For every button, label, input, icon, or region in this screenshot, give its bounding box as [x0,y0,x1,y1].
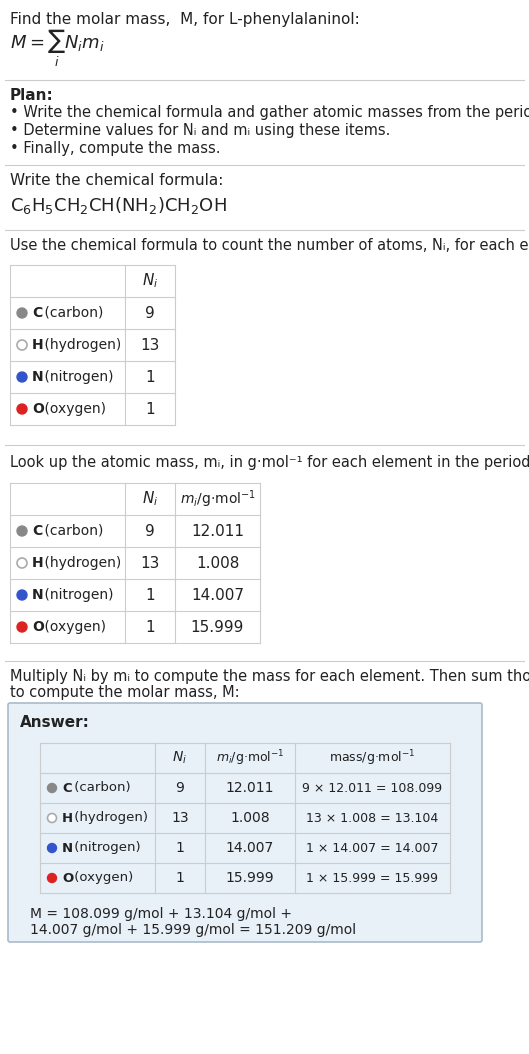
Text: $m_i$/g·mol$^{-1}$: $m_i$/g·mol$^{-1}$ [179,488,256,510]
Text: 1 × 15.999 = 15.999: 1 × 15.999 = 15.999 [306,872,439,884]
Text: Multiply Nᵢ by mᵢ to compute the mass for each element. Then sum those values: Multiply Nᵢ by mᵢ to compute the mass fo… [10,669,529,684]
Text: (carbon): (carbon) [40,306,103,320]
Text: O: O [62,872,73,884]
Text: $M = \sum_i N_i m_i$: $M = \sum_i N_i m_i$ [10,28,104,70]
Text: 13: 13 [171,811,189,825]
Text: Answer:: Answer: [20,715,90,730]
Circle shape [17,590,27,600]
Text: (hydrogen): (hydrogen) [40,338,121,352]
Text: N: N [32,588,43,602]
Text: (hydrogen): (hydrogen) [40,557,121,570]
Text: to compute the molar mass, M:: to compute the molar mass, M: [10,685,240,700]
Circle shape [17,558,27,568]
Text: (hydrogen): (hydrogen) [70,812,148,824]
Text: 14.007: 14.007 [191,587,244,603]
FancyBboxPatch shape [8,703,482,942]
Text: $N_i$: $N_i$ [142,272,158,290]
Circle shape [48,843,57,853]
Text: N: N [62,841,73,855]
Text: Write the chemical formula:: Write the chemical formula: [10,173,223,188]
Text: • Finally, compute the mass.: • Finally, compute the mass. [10,141,221,156]
Circle shape [17,372,27,382]
Text: $\mathregular{C_6H_5CH_2CH(NH_2)CH_2OH}$: $\mathregular{C_6H_5CH_2CH(NH_2)CH_2OH}$ [10,195,227,216]
Text: 13 × 1.008 = 13.104: 13 × 1.008 = 13.104 [306,812,439,824]
Text: N: N [32,370,43,384]
Text: 1: 1 [176,871,185,885]
Text: O: O [32,620,44,635]
Text: C: C [32,306,42,320]
Text: 15.999: 15.999 [226,871,275,885]
Circle shape [17,404,27,414]
Circle shape [17,622,27,632]
Text: (nitrogen): (nitrogen) [70,841,141,855]
Text: • Determine values for Nᵢ and mᵢ using these items.: • Determine values for Nᵢ and mᵢ using t… [10,123,390,138]
Text: • Write the chemical formula and gather atomic masses from the periodic table.: • Write the chemical formula and gather … [10,105,529,120]
Text: O: O [32,402,44,416]
Text: 14.007 g/mol + 15.999 g/mol = 151.209 g/mol: 14.007 g/mol + 15.999 g/mol = 151.209 g/… [30,923,356,937]
Circle shape [17,340,27,350]
Text: 1.008: 1.008 [196,555,239,570]
Text: H: H [32,338,43,352]
Text: $m_i$/g·mol$^{-1}$: $m_i$/g·mol$^{-1}$ [216,748,284,767]
Text: (oxygen): (oxygen) [40,402,106,416]
Text: H: H [32,557,43,570]
Text: Look up the atomic mass, mᵢ, in g·mol⁻¹ for each element in the periodic table:: Look up the atomic mass, mᵢ, in g·mol⁻¹ … [10,455,529,470]
Text: (carbon): (carbon) [40,524,103,538]
Text: $N_i$: $N_i$ [142,490,158,508]
Text: 9: 9 [145,306,155,320]
Text: mass/g·mol$^{-1}$: mass/g·mol$^{-1}$ [329,748,416,767]
Text: M = 108.099 g/mol + 13.104 g/mol +: M = 108.099 g/mol + 13.104 g/mol + [30,907,292,921]
Circle shape [17,308,27,318]
Text: 14.007: 14.007 [226,841,274,855]
Text: C: C [62,781,71,795]
Text: (oxygen): (oxygen) [70,872,133,884]
Text: 13: 13 [140,337,160,352]
Text: (oxygen): (oxygen) [40,620,106,635]
Text: 1: 1 [145,402,155,416]
Text: 15.999: 15.999 [191,620,244,635]
Text: Find the molar mass,  M, for L-phenylalaninol:: Find the molar mass, M, for L-phenylalan… [10,12,360,27]
Text: 9 × 12.011 = 108.099: 9 × 12.011 = 108.099 [303,781,443,795]
Text: C: C [32,524,42,538]
Text: 12.011: 12.011 [226,781,274,795]
Text: $N_i$: $N_i$ [172,749,187,766]
Text: 1.008: 1.008 [230,811,270,825]
Text: 9: 9 [176,781,185,795]
Text: Use the chemical formula to count the number of atoms, Nᵢ, for each element:: Use the chemical formula to count the nu… [10,238,529,253]
Circle shape [48,874,57,882]
Text: 13: 13 [140,555,160,570]
Text: 1 × 14.007 = 14.007: 1 × 14.007 = 14.007 [306,841,439,855]
Text: (nitrogen): (nitrogen) [40,588,114,602]
Text: Plan:: Plan: [10,87,54,103]
Text: H: H [62,812,73,824]
Text: 1: 1 [145,587,155,603]
Text: 12.011: 12.011 [191,524,244,539]
Text: 1: 1 [145,620,155,635]
Circle shape [48,783,57,793]
Text: 9: 9 [145,524,155,539]
Circle shape [17,526,27,536]
Circle shape [48,814,57,822]
Text: (carbon): (carbon) [70,781,131,795]
Text: 1: 1 [145,370,155,385]
Text: 1: 1 [176,841,185,855]
Text: (nitrogen): (nitrogen) [40,370,114,384]
